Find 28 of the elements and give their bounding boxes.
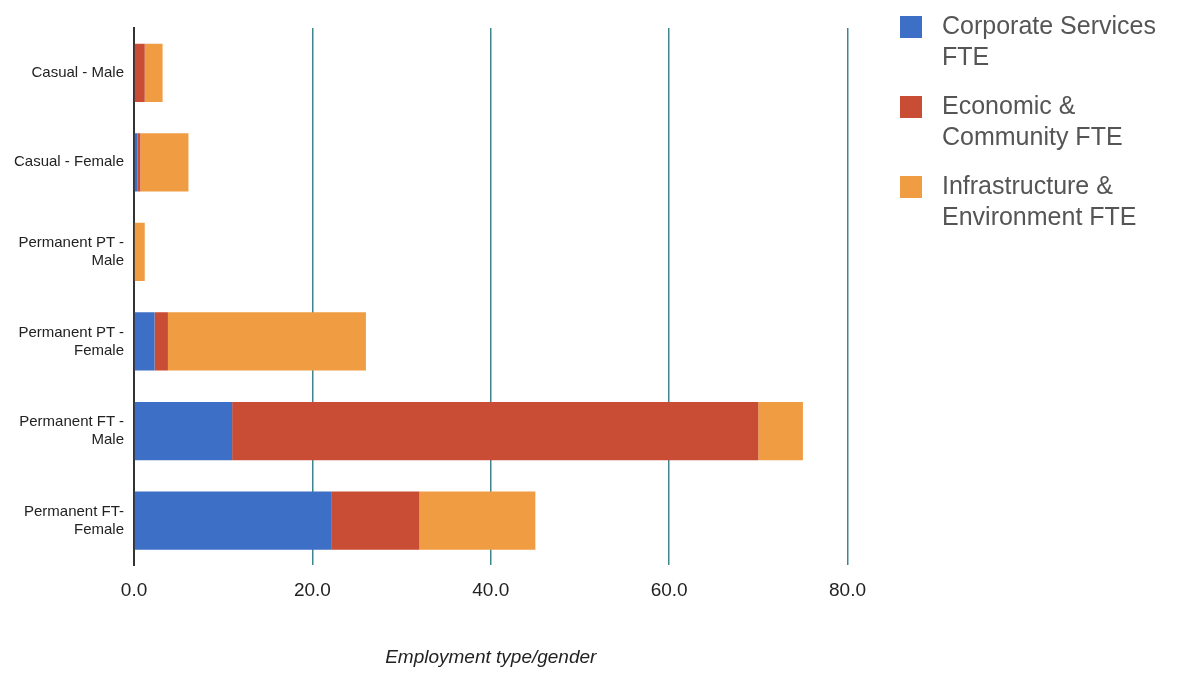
bar [134,43,145,102]
bar [134,491,332,550]
bar [154,312,168,371]
y-tick-label: Permanent FT - Male [19,412,125,448]
legend-label: Infrastructure & Environment FTE [942,170,1138,232]
x-tick-label: 0.0 [120,579,148,601]
x-tick-label: 20.0 [293,579,331,601]
x-tick-label: 40.0 [472,579,510,601]
bar [140,133,189,192]
bar [144,43,163,102]
y-tick-label: Permanent PT - Female [18,322,125,358]
y-tick-label: Permanent FT- Female [23,501,125,537]
bar [419,491,536,550]
bar [167,312,366,371]
bar [134,401,233,461]
bar [134,222,145,282]
bar [134,312,155,371]
bar [758,401,803,461]
x-tick-label: 80.0 [829,579,866,601]
legend-label: Economic & Community FTE [942,90,1124,152]
bar [331,491,420,550]
y-tick-label: Permanent PT - Male [18,233,125,269]
bar [232,401,759,461]
x-tick-label: 60.0 [650,579,688,601]
y-tick-label: Casual - Female [13,152,125,170]
y-tick-label: Casual - Male [31,62,125,80]
x-axis-title: Employment type/gender [385,645,598,667]
legend-label: Corporate Services FTE [942,10,1157,72]
